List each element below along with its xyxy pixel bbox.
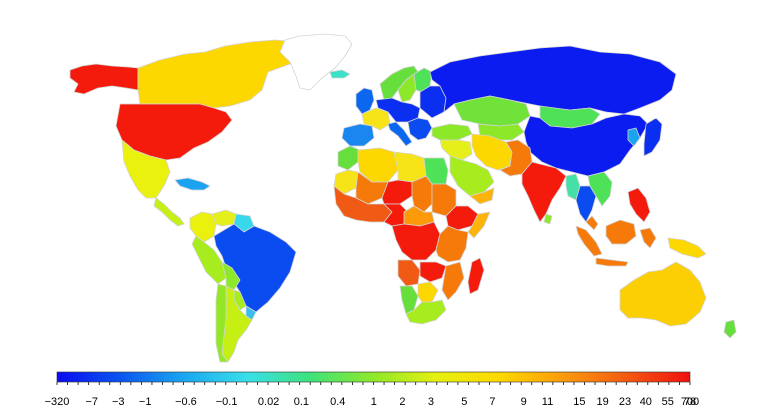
country-saudi-arabia [449,155,495,197]
scale-tick-label: 3 [428,396,434,408]
country-mozambique [441,261,465,301]
country-balkans [407,117,433,141]
country-sri-lanka [543,213,553,225]
country-korea [627,127,641,147]
country-peru [191,235,227,285]
scale-tick-label: −0.6 [175,396,197,408]
country-france [361,107,391,131]
color-scale-svg: −320 −7 −3 −1 −0.6 −0.1 0.02 0.1 0.4 1 2 3 5 7 9 11 15 19… [45,371,700,408]
country-zambia [419,261,447,283]
color-scale-legend: −320 −7 −3 −1 −0.6 −0.1 0.02 0.1 0.4 1 2 3 5 7 9 11 15 19… [0,365,769,410]
scale-tick-label: 7 [489,396,495,408]
country-japan [643,117,663,157]
scale-tick-label: −1 [139,396,152,408]
scale-tick-label: 0.1 [294,396,309,408]
country-yemen [469,187,495,205]
country-somalia [467,211,491,239]
scale-tick-label: 23 [619,396,631,408]
country-spain-portugal [341,123,375,147]
country-greenland [279,33,353,91]
scale-tick-label: −7 [85,396,98,408]
scale-tick-label: 1 [371,396,377,408]
countries-layer [69,33,737,363]
country-libya [393,151,427,183]
scale-tick-marks [56,382,691,385]
country-venezuela [211,209,237,227]
country-madagascar [467,257,485,295]
scale-tick-label: 0.4 [330,396,345,408]
world-map [69,33,737,363]
scale-tick-label: 55 [662,396,674,408]
scale-tick-label: 5 [461,396,467,408]
scale-tick-label: −0.1 [216,396,238,408]
country-new-zealand [723,319,737,339]
country-morocco [337,145,361,171]
country-angola [397,259,421,287]
country-australia [619,261,707,327]
scale-tick-label: 0.02 [258,396,279,408]
country-mexico [121,139,171,199]
country-afghanistan-pakistan [499,139,533,177]
scale-tick-label: 40 [640,396,652,408]
country-middle-east [439,139,473,161]
country-ireland-uk [355,87,375,115]
scale-tick-label: 78 [684,396,696,408]
country-central-america [153,197,185,227]
country-kenya-tanzania [435,225,469,263]
country-cuba [174,177,211,191]
country-india [521,161,567,223]
country-chad [411,175,433,213]
color-scale-border [56,371,691,383]
scale-tick-label: 15 [573,396,585,408]
scale-tick-label: 19 [596,396,608,408]
country-philippines [627,187,651,223]
country-botswana [417,281,439,303]
country-niger [381,179,413,205]
country-sumatra [575,225,603,257]
scale-tick-label: 2 [399,396,405,408]
country-turkey [431,123,473,141]
country-south-africa [405,299,447,325]
country-java [595,257,629,267]
scale-tick-label: 700 [681,396,699,408]
country-thailand [575,185,597,223]
country-colombia [189,211,217,243]
scale-tick-label: 11 [542,396,553,408]
scale-tick-label: −3 [112,396,125,408]
country-italy [387,121,413,147]
country-sulawesi [639,227,657,249]
world-map-svg [69,33,737,363]
country-indochina [587,171,613,207]
country-borneo [605,219,637,245]
country-malaysia [585,215,599,231]
country-mali [355,171,389,205]
country-alaska [69,63,139,95]
scale-tick-labels: −320 −7 −3 −1 −0.6 −0.1 0.02 0.1 0.4 1 2 3 5 7 9 11 15 19… [45,396,700,408]
country-papua-new-guinea [667,237,707,259]
country-russia [429,45,677,115]
country-iceland [329,69,351,79]
scale-tick-label: 9 [521,396,527,408]
scale-tick-label: −320 [45,396,70,408]
country-chile [215,283,229,363]
color-scale-bar [57,372,690,382]
country-congo [391,221,441,261]
